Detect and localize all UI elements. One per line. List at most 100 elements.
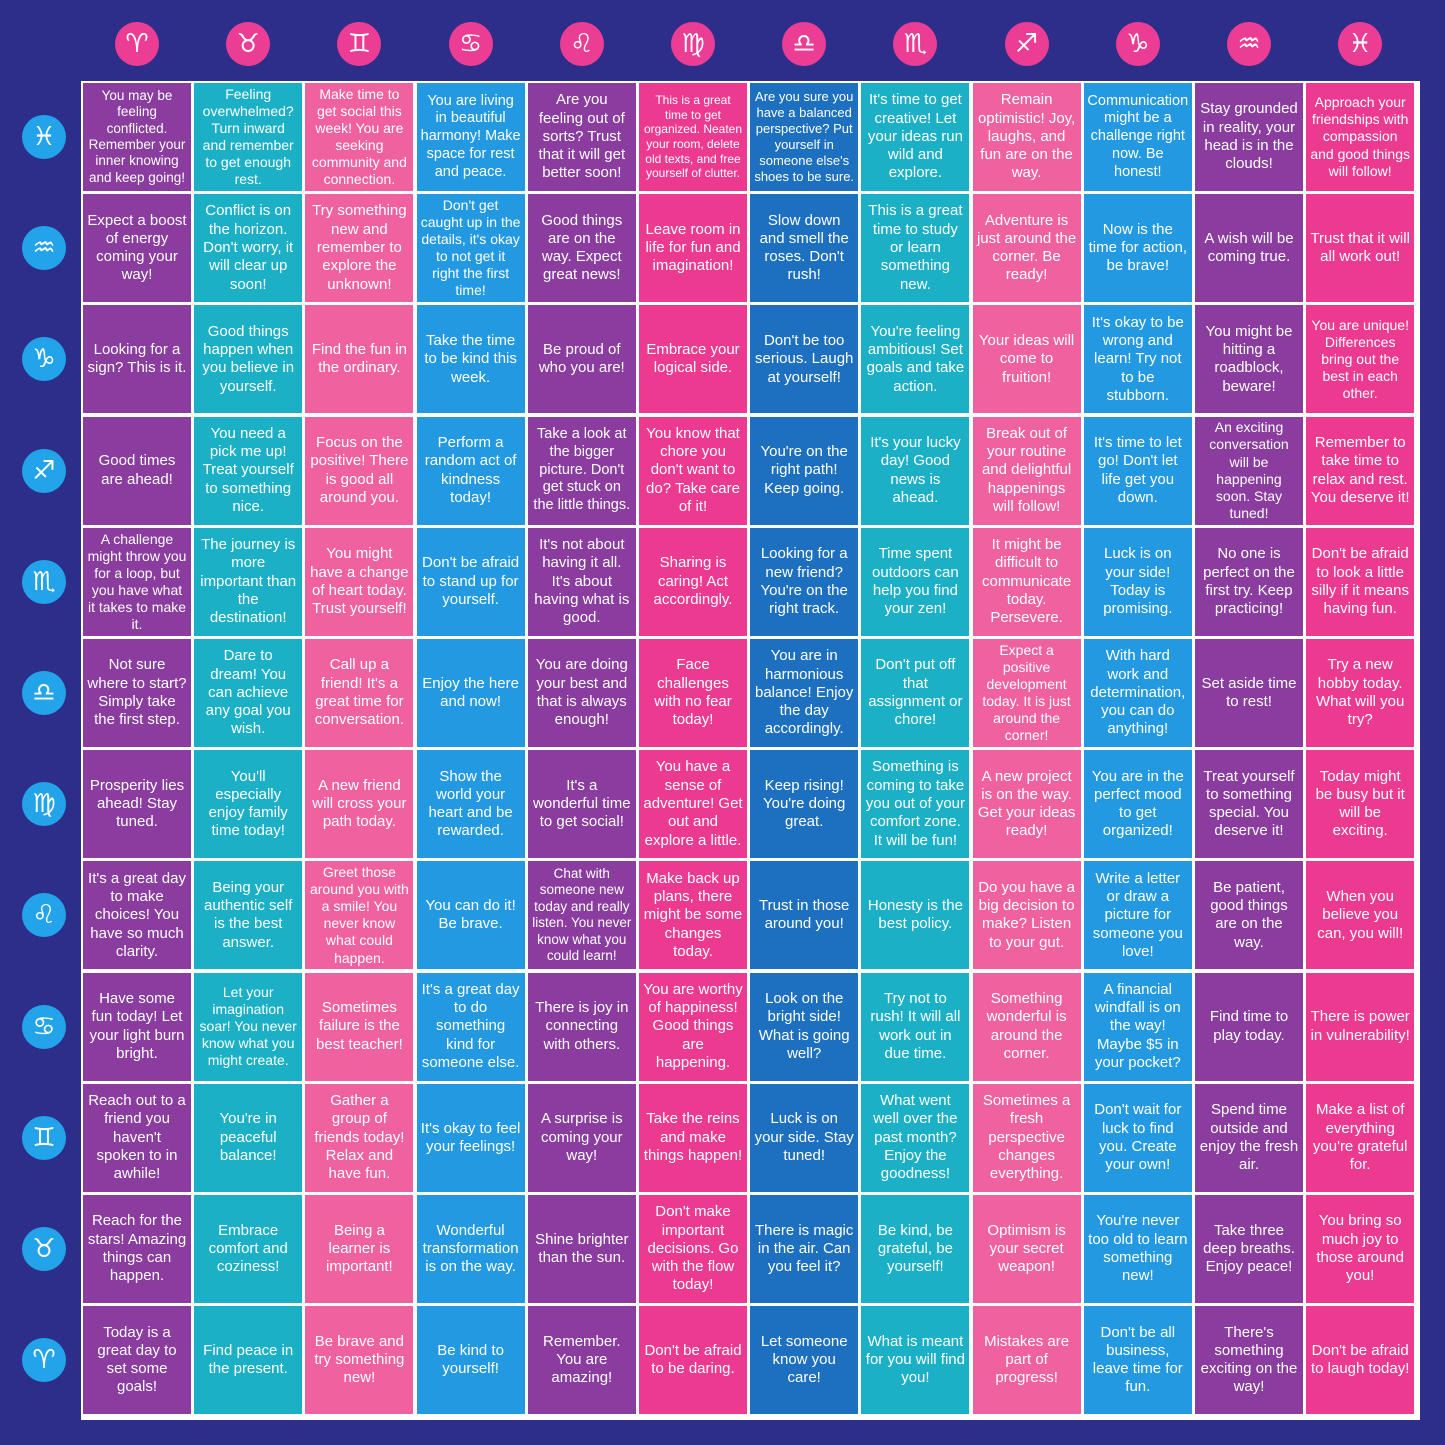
message-cell: What went well over the past month? Enjo…	[861, 1083, 970, 1192]
message-cell: Reach for the stars! Amazing things can …	[83, 1195, 191, 1303]
message-cell: Try not to rush! It will all work out in…	[861, 972, 970, 1081]
message-cell: Wonderful transformation is on the way.	[416, 1195, 525, 1303]
row-sign: ♐	[22, 448, 66, 493]
message-cell: Be kind to yourself!	[416, 1306, 525, 1415]
message-cell: Approach your friendships with compassio…	[1306, 83, 1415, 191]
message-cell: With hard work and determination, you ca…	[1083, 639, 1192, 747]
column-sign: ♍	[671, 22, 715, 66]
message-cell: Remain optimistic! Joy, laughs, and fun …	[972, 83, 1081, 191]
message-cell: It's a great day to make choices! You ha…	[83, 861, 191, 970]
message-cell: Perform a random act of kindness today!	[416, 416, 525, 525]
message-cell: Trust in those around you!	[750, 861, 859, 970]
message-cell: Enjoy the here and now!	[416, 639, 525, 747]
message-cell: Make a list of everything you're gratefu…	[1306, 1083, 1415, 1192]
message-cell: A new friend will cross your path today.	[305, 750, 414, 859]
message-cell: Find the fun in the ordinary.	[305, 305, 414, 414]
message-cell: Something is coming to take you out of y…	[861, 750, 970, 859]
message-cell: Not sure where to start? Simply take the…	[83, 639, 191, 747]
message-cell: Leave room in life for fun and imaginati…	[639, 194, 747, 303]
message-cell: Optimism is your secret weapon!	[972, 1195, 1081, 1303]
message-cell: Mistakes are part of progress!	[972, 1306, 1081, 1415]
message-cell: Find time to play today.	[1195, 972, 1303, 1081]
message-cell: There is power in vulnerability!	[1306, 972, 1415, 1081]
message-cell: You bring so much joy to those around yo…	[1306, 1195, 1415, 1303]
column-sign: ♎	[782, 22, 827, 66]
message-cell: Remember to take time to relax and rest.…	[1306, 416, 1415, 525]
message-cell: Something wonderful is around the corner…	[972, 972, 1081, 1081]
message-cell: A financial windfall is on the way! Mayb…	[1083, 972, 1192, 1081]
message-cell: It's a wonderful time to get social!	[527, 750, 636, 859]
message-cell: Conflict is on the horizon. Don't worry,…	[194, 194, 303, 303]
message-cell: It's not about having it all. It's about…	[527, 527, 636, 636]
message-cell: You're never too old to learn something …	[1083, 1195, 1192, 1303]
message-cell: Don't be afraid to look a little silly i…	[1306, 527, 1415, 636]
message-cell: It's your lucky day! Good news is ahead.	[861, 416, 970, 525]
message-cell: Take the reins and make things happen!	[639, 1083, 747, 1192]
message-cell: Try a new hobby today. What will you try…	[1306, 639, 1415, 747]
row-sign: ♌	[22, 893, 66, 938]
message-cell: Be brave and try something new!	[305, 1306, 414, 1415]
message-cell: Luck is on your side! Today is promising…	[1083, 527, 1192, 636]
message-cell: You are doing your best and that is alwa…	[527, 639, 636, 747]
message-cell: This is a great time to study or learn s…	[861, 194, 970, 303]
message-cell: Don't be afraid to be daring.	[639, 1306, 747, 1415]
message-cell: Sharing is caring! Act accordingly.	[639, 527, 747, 636]
message-cell: A new project is on the way. Get your id…	[972, 750, 1081, 859]
message-cell: Remember. You are amazing!	[527, 1306, 636, 1415]
message-cell: Don't be afraid to laugh today!	[1306, 1306, 1415, 1415]
column-sign: ♋	[448, 22, 493, 66]
message-cell: Good times are ahead!	[83, 416, 191, 525]
message-cell: Honesty is the best policy.	[861, 861, 970, 970]
message-cell: This is a great time to get organized. N…	[639, 83, 747, 191]
column-sign: ♓	[1338, 22, 1383, 66]
message-cell: Don't put off that assignment or chore!	[861, 639, 970, 747]
message-cell: No one is perfect on the first try. Keep…	[1195, 527, 1303, 636]
message-cell: Take the time to be kind this week.	[416, 305, 525, 414]
message-cell: Don't get caught up in the details, it's…	[416, 194, 525, 303]
row-sign: ♉	[22, 1227, 66, 1271]
message-cell: A challenge might throw you for a loop, …	[83, 527, 191, 636]
message-cell: Try something new and remember to explor…	[305, 194, 414, 303]
message-cell: Be proud of who you are!	[527, 305, 636, 414]
message-cell: Now is the time for action, be brave!	[1083, 194, 1192, 303]
message-cell: There's something exciting on the way!	[1195, 1306, 1303, 1415]
message-cell: Make back up plans, there might be some …	[639, 861, 747, 970]
message-cell: You are living in beautiful harmony! Mak…	[416, 83, 525, 191]
row-sign: ♋	[22, 1004, 66, 1049]
message-cell: Good things happen when you believe in y…	[194, 305, 303, 414]
message-cell: Don't be all business, leave time for fu…	[1083, 1306, 1192, 1415]
message-cell: Sometimes failure is the best teacher!	[305, 972, 414, 1081]
message-cell: Are you feeling out of sorts? Trust that…	[527, 83, 636, 191]
message-cell: A surprise is coming your way!	[527, 1083, 636, 1192]
message-cell: There is magic in the air. Can you feel …	[750, 1195, 859, 1303]
message-cell: Be patient, good things are on the way.	[1195, 861, 1303, 970]
message-cell: Looking for a sign? This is it.	[83, 305, 191, 414]
message-cell: Today might be busy but it will be excit…	[1306, 750, 1415, 859]
message-cell: You have a sense of adventure! Get out a…	[639, 750, 747, 859]
column-sign: ♉	[226, 22, 271, 66]
message-cell: Find peace in the present.	[194, 1306, 303, 1415]
message-cell: Your ideas will come to fruition!	[972, 305, 1081, 414]
message-cell: What is meant for you will find you!	[861, 1306, 970, 1415]
message-cell: Break out of your routine and delightful…	[972, 416, 1081, 525]
message-cell: It's time to get creative! Let your idea…	[861, 83, 970, 191]
message-cell: The journey is more important than the d…	[194, 527, 303, 636]
message-cell: Feeling overwhelmed? Turn inward and rem…	[194, 83, 303, 191]
message-cell: When you believe you can, you will!	[1306, 861, 1415, 970]
message-cell: Don't be afraid to stand up for yourself…	[416, 527, 525, 636]
message-cell: Embrace comfort and coziness!	[194, 1195, 303, 1303]
row-sign: ♒	[22, 226, 66, 271]
message-cell: Spend time outside and enjoy the fresh a…	[1195, 1083, 1303, 1192]
column-sign: ♒	[1227, 22, 1271, 66]
column-sign: ♑	[1115, 22, 1160, 66]
row-sign: ♎	[22, 671, 66, 715]
message-cell: Focus on the positive! There is good all…	[305, 416, 414, 525]
message-cell: Dare to dream! You can achieve any goal …	[194, 639, 303, 747]
message-cell: Luck is on your side. Stay tuned!	[750, 1083, 859, 1192]
message-cell: Set aside time to rest!	[1195, 639, 1303, 747]
row-sign: ♑	[22, 337, 66, 382]
message-cell: Let your imagination soar! You never kno…	[194, 972, 303, 1081]
message-cell: You may be feeling conflicted. Remember …	[83, 83, 191, 191]
message-cell: You know that chore you don't want to do…	[639, 416, 747, 525]
